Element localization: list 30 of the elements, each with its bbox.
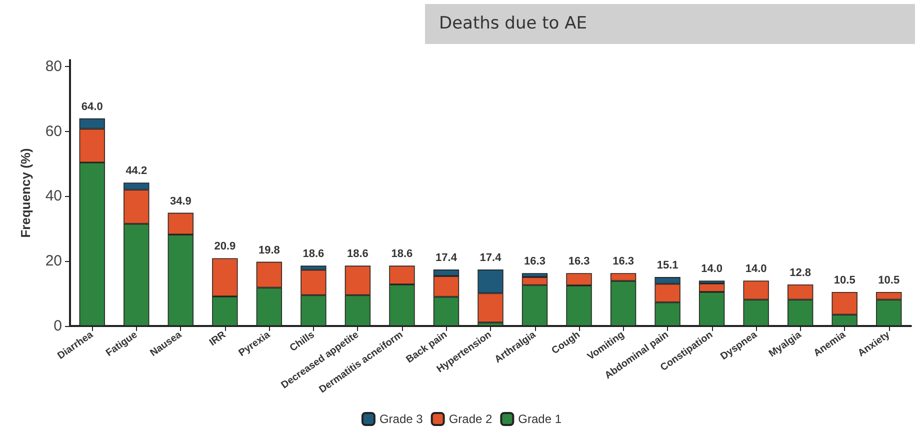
total-label: 16.3 xyxy=(524,256,546,268)
total-label: 14.0 xyxy=(745,263,767,276)
total-label: 20.9 xyxy=(214,240,236,253)
total-label: 10.5 xyxy=(878,274,900,286)
y-axis-title: Frequency (%) xyxy=(18,148,33,238)
y-tick-label: 40 xyxy=(45,188,62,205)
legend-label: Grade 2 xyxy=(448,412,493,426)
total-label: 18.6 xyxy=(347,248,368,260)
total-label: 15.1 xyxy=(656,260,678,272)
total-label: 17.4 xyxy=(436,252,458,264)
y-tick-label: 0 xyxy=(54,318,62,334)
y-tick-label: 80 xyxy=(45,58,62,75)
y-tick-label: 60 xyxy=(45,122,62,140)
text: Deaths due to AE xyxy=(439,14,587,34)
total-label: 16.3 xyxy=(568,256,590,268)
y-tick-label: 20 xyxy=(45,252,62,270)
total-label: 10.5 xyxy=(834,274,856,286)
total-label: 12.8 xyxy=(790,266,812,279)
total-label: 34.9 xyxy=(170,195,192,208)
total-label: 18.6 xyxy=(391,248,413,260)
total-label: 44.2 xyxy=(126,165,148,178)
legend-label: Grade 1 xyxy=(518,412,562,426)
x-tick-label: IRR xyxy=(208,329,229,348)
legend-label: Grade 3 xyxy=(379,412,424,426)
total-label: 16.3 xyxy=(612,256,634,268)
total-label: 64.0 xyxy=(81,100,103,113)
total-label: 17.4 xyxy=(480,252,502,264)
total-label: 18.6 xyxy=(302,248,324,260)
total-label: 19.8 xyxy=(258,244,280,256)
total-label: 14.0 xyxy=(701,263,723,276)
